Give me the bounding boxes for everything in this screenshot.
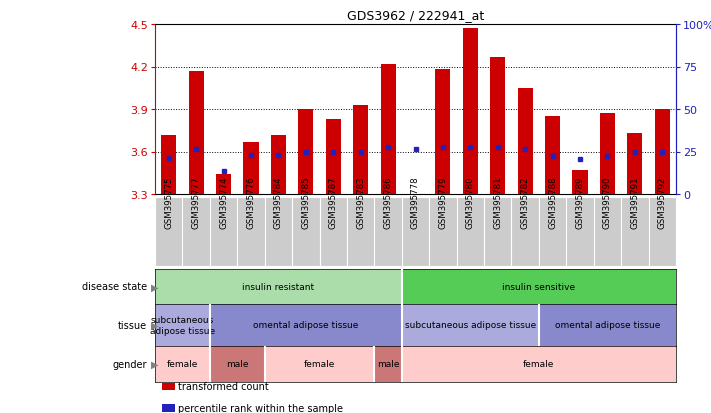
Bar	[375, 346, 402, 382]
Bar	[326, 120, 341, 195]
Text: GSM395776: GSM395776	[247, 176, 255, 228]
Text: GSM395781: GSM395781	[493, 176, 502, 228]
Text: female: female	[167, 360, 198, 369]
Text: female: female	[523, 360, 555, 369]
Text: subcutaneous adipose tissue: subcutaneous adipose tissue	[405, 321, 536, 330]
Bar	[456, 197, 484, 266]
Text: percentile rank within the sample: percentile rank within the sample	[178, 403, 343, 413]
Bar	[621, 197, 648, 266]
Bar	[594, 197, 621, 266]
Bar	[161, 135, 176, 195]
Bar	[539, 304, 676, 346]
Bar	[264, 197, 292, 266]
Bar	[210, 304, 402, 346]
Text: GSM395774: GSM395774	[219, 176, 228, 228]
Text: GSM395786: GSM395786	[383, 176, 392, 228]
Bar	[155, 304, 210, 346]
Text: insulin sensitive: insulin sensitive	[503, 282, 575, 291]
Bar	[271, 135, 286, 195]
Bar	[545, 117, 560, 195]
Text: GSM395778: GSM395778	[411, 176, 420, 228]
Bar	[539, 197, 567, 266]
Bar	[237, 197, 264, 266]
Bar	[511, 197, 539, 266]
Bar	[216, 175, 231, 195]
Text: gender: gender	[112, 359, 147, 369]
Text: GSM395784: GSM395784	[274, 176, 283, 228]
Text: transformed count: transformed count	[178, 381, 269, 391]
Text: omental adipose tissue: omental adipose tissue	[253, 321, 358, 330]
Bar	[463, 29, 478, 195]
Text: GSM395792: GSM395792	[658, 176, 667, 228]
Bar	[600, 114, 615, 195]
Text: ▶: ▶	[151, 359, 159, 369]
Bar	[572, 171, 587, 195]
Bar	[402, 304, 539, 346]
Bar	[648, 197, 676, 266]
Bar	[210, 346, 264, 382]
Text: GSM395787: GSM395787	[328, 176, 338, 228]
Bar	[210, 197, 237, 266]
Text: subcutaneous
adipose tissue: subcutaneous adipose tissue	[150, 316, 215, 335]
Bar	[347, 197, 375, 266]
Text: disease state: disease state	[82, 282, 147, 292]
Text: tissue: tissue	[118, 320, 147, 330]
Text: GSM395790: GSM395790	[603, 176, 612, 228]
Bar	[435, 70, 451, 195]
Text: GSM395789: GSM395789	[575, 176, 584, 228]
Bar	[490, 57, 506, 195]
Bar	[655, 110, 670, 195]
Text: omental adipose tissue: omental adipose tissue	[555, 321, 660, 330]
Text: GSM395783: GSM395783	[356, 176, 365, 228]
Bar	[429, 197, 456, 266]
Bar	[155, 197, 183, 266]
Bar	[402, 269, 676, 304]
Text: GSM395788: GSM395788	[548, 176, 557, 228]
Bar	[627, 134, 643, 195]
Bar	[518, 88, 533, 195]
Bar	[243, 142, 259, 195]
Bar	[567, 197, 594, 266]
Bar	[375, 197, 402, 266]
Bar	[484, 197, 511, 266]
Bar	[183, 197, 210, 266]
Bar	[319, 197, 347, 266]
Bar	[353, 105, 368, 195]
Bar	[299, 110, 314, 195]
Text: insulin resistant: insulin resistant	[242, 282, 314, 291]
Bar	[380, 64, 395, 195]
Text: ▶: ▶	[151, 282, 159, 292]
Bar	[402, 197, 429, 266]
Bar	[408, 195, 423, 223]
Bar	[155, 269, 402, 304]
Text: male: male	[226, 360, 249, 369]
Text: GSM395782: GSM395782	[520, 176, 530, 228]
Text: GSM395785: GSM395785	[301, 176, 310, 228]
Text: female: female	[304, 360, 335, 369]
Text: GSM395779: GSM395779	[439, 176, 447, 228]
Text: male: male	[377, 360, 400, 369]
Title: GDS3962 / 222941_at: GDS3962 / 222941_at	[347, 9, 484, 22]
Bar	[264, 346, 375, 382]
Text: GSM395780: GSM395780	[466, 176, 475, 228]
Text: GSM395775: GSM395775	[164, 176, 173, 228]
Bar	[292, 197, 319, 266]
Text: GSM395791: GSM395791	[631, 176, 639, 228]
Bar	[188, 71, 203, 195]
Text: GSM395777: GSM395777	[192, 176, 201, 228]
Text: ▶: ▶	[151, 320, 159, 330]
Bar	[155, 346, 210, 382]
Bar	[402, 346, 676, 382]
